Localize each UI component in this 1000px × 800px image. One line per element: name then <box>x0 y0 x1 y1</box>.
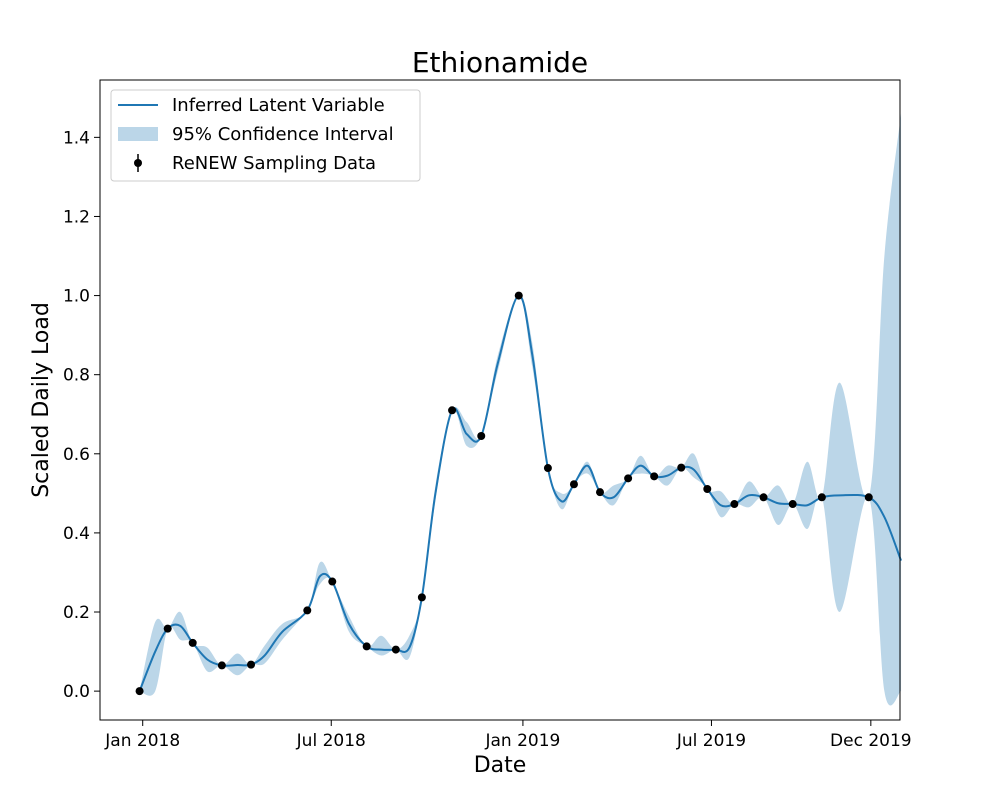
x-tick-label: Jan 2019 <box>484 731 560 751</box>
chart-title: Ethionamide <box>412 46 588 79</box>
sampling-data-point <box>543 464 552 473</box>
x-tick-label: Dec 2019 <box>830 731 912 751</box>
sampling-data-point <box>448 406 457 415</box>
y-tick-label: 0.0 <box>63 682 90 702</box>
sampling-data-point <box>328 577 337 586</box>
sampling-data-point <box>362 642 371 651</box>
sampling-points-layer <box>135 291 873 696</box>
plot-frame <box>99 79 901 721</box>
legend-label-band: 95% Confidence Interval <box>172 124 394 145</box>
y-tick-label: 1.4 <box>63 128 90 148</box>
x-tick-label: Jul 2018 <box>296 731 366 751</box>
sampling-data-point <box>596 488 604 497</box>
sampling-data-point <box>650 472 659 481</box>
legend-label-points: ReNEW Sampling Data <box>172 153 376 174</box>
sampling-data-point <box>759 493 768 502</box>
sampling-data-point <box>817 493 826 502</box>
legend-box <box>110 89 421 182</box>
y-tick-label: 1.0 <box>63 287 90 307</box>
sampling-data-point <box>703 485 712 493</box>
sampling-data-point <box>417 593 426 602</box>
sampling-data-point <box>514 291 523 300</box>
sampling-data-point <box>217 661 226 670</box>
y-tick-label: 0.8 <box>63 366 90 386</box>
sampling-data-point <box>163 624 172 633</box>
sampling-data-point <box>624 474 633 483</box>
sampling-data-point <box>788 500 797 509</box>
y-tick-label: 0.2 <box>63 603 90 623</box>
x-axis-ticks: Jan 2018 Jul 2018 Jan 2019 Jul 2019 Dec 2019 <box>104 720 912 751</box>
sampling-data-point <box>569 480 578 489</box>
sampling-data-point <box>391 645 400 654</box>
x-tick-label: Jan 2018 <box>104 731 180 751</box>
legend: Inferred Latent Variable 95% Confidence … <box>110 89 421 182</box>
x-tick-label: Jul 2019 <box>676 731 746 751</box>
legend-label-line: Inferred Latent Variable <box>172 95 385 116</box>
latent-variable-line <box>138 294 902 692</box>
sampling-data-point <box>188 638 197 647</box>
x-axis-label: Date <box>474 753 527 778</box>
sampling-data-point <box>677 463 686 472</box>
sampling-data-point <box>730 500 739 509</box>
sampling-data-point <box>303 606 312 615</box>
y-axis-label: Scaled Daily Load <box>29 302 54 498</box>
y-tick-label: 1.2 <box>63 207 90 227</box>
sampling-data-point <box>864 493 873 502</box>
y-tick-label: 0.6 <box>63 445 90 465</box>
legend-point-swatch <box>134 159 142 167</box>
sampling-data-point <box>247 660 256 669</box>
sampling-data-point <box>477 432 486 440</box>
y-axis-ticks: 0.0 0.2 0.4 0.6 0.8 1.0 1.2 1.4 <box>63 128 100 702</box>
y-tick-label: 0.4 <box>63 524 90 544</box>
sampling-data-point <box>135 687 144 696</box>
latent-line-layer <box>138 294 902 692</box>
legend-band-swatch <box>118 127 158 141</box>
